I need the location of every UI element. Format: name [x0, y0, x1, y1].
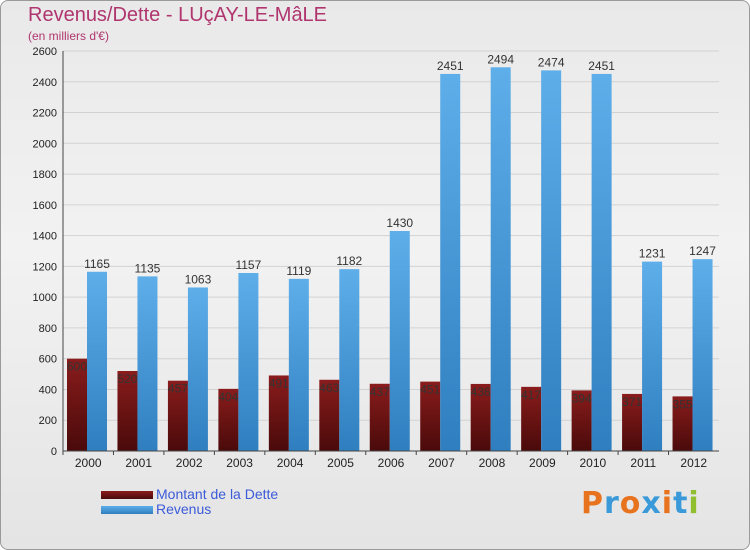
- revenue-value-label: 1157: [235, 258, 261, 272]
- y-tick-label: 2000: [33, 138, 57, 150]
- revenue-value-label: 1135: [135, 261, 161, 275]
- x-tick-label: 2007: [428, 456, 455, 470]
- debt-value-label: 417: [521, 388, 541, 402]
- chart-title: Revenus/Dette - LUçAY-LE-MâLE: [28, 4, 328, 26]
- debt-bar: [420, 381, 441, 451]
- y-tick-label: 1600: [33, 200, 57, 212]
- revenue-bar: [490, 67, 511, 452]
- x-tick-label: 2001: [125, 456, 152, 470]
- debt-value-label: 437: [370, 385, 390, 399]
- revenue-value-label: 2474: [538, 55, 565, 69]
- legend-swatch-debt: [101, 491, 153, 499]
- x-tick-label: 2010: [579, 456, 606, 470]
- debt-bar: [167, 380, 188, 451]
- debt-value-label: 436: [471, 385, 491, 399]
- revenue-bar: [238, 273, 259, 451]
- logo-letter: i: [688, 486, 700, 521]
- legend-label-debt: Montant de la Dette: [156, 486, 279, 502]
- revenue-value-label: 1119: [286, 264, 311, 278]
- y-tick-label: 0: [51, 446, 57, 458]
- debt-value-label: 394: [572, 391, 592, 405]
- revenue-bar: [692, 259, 713, 451]
- debt-value-label: 355: [673, 397, 693, 411]
- revenue-bar: [541, 70, 562, 451]
- debt-value-label: 463: [319, 381, 339, 395]
- debt-value-label: 491: [269, 376, 289, 390]
- debt-bar: [369, 383, 390, 451]
- logo-letter: t: [673, 486, 689, 521]
- x-tick-label: 2005: [327, 456, 354, 470]
- debt-value-label: 404: [218, 390, 238, 404]
- debt-value-label: 371: [622, 395, 642, 409]
- revenue-value-label: 1247: [689, 244, 716, 258]
- debt-bar: [319, 379, 340, 451]
- revenue-value-label: 1231: [639, 247, 666, 261]
- revenue-bar: [137, 276, 158, 451]
- x-tick-label: 2011: [630, 456, 656, 470]
- revenue-bar: [288, 278, 309, 451]
- logo-letter: o: [619, 486, 642, 521]
- revenue-bar: [187, 287, 208, 451]
- y-tick-label: 600: [39, 354, 57, 366]
- y-tick-label: 1400: [33, 231, 57, 243]
- y-tick-label: 200: [39, 415, 57, 427]
- debt-bar: [571, 390, 592, 451]
- revenue-bar: [642, 261, 663, 451]
- revenue-value-label: 2451: [437, 59, 464, 73]
- debt-bar: [622, 393, 643, 451]
- debt-bar: [470, 383, 491, 451]
- logo-letter: P: [581, 486, 604, 521]
- logo-letter: x: [641, 486, 662, 521]
- x-tick-label: 2009: [529, 456, 556, 470]
- revenue-bar: [389, 231, 410, 451]
- legend-label-revenue: Revenus: [156, 501, 212, 517]
- y-tick-label: 1200: [33, 261, 57, 273]
- y-tick-label: 2600: [33, 46, 57, 58]
- y-tick-label: 2200: [33, 108, 57, 120]
- legend-swatch-revenue: [101, 506, 153, 514]
- x-tick-label: 2004: [277, 456, 304, 470]
- y-tick-label: 800: [39, 323, 57, 335]
- revenue-value-label: 1430: [386, 216, 413, 230]
- y-tick-label: 2400: [33, 77, 57, 89]
- debt-value-label: 520: [117, 372, 137, 386]
- revenue-value-label: 2451: [588, 59, 615, 73]
- revenue-value-label: 1063: [185, 272, 212, 286]
- x-tick-label: 2008: [479, 456, 506, 470]
- y-tick-label: 1800: [33, 169, 57, 181]
- y-tick-label: 1000: [33, 292, 57, 304]
- logo-letter: r: [604, 486, 620, 521]
- revenue-bar: [591, 73, 612, 451]
- revenue-value-label: 1182: [336, 254, 362, 268]
- debt-value-label: 451: [420, 383, 440, 397]
- revenue-bar: [440, 73, 461, 451]
- debt-value-label: 600: [67, 360, 87, 374]
- proxiti-logo: Proxiti: [581, 486, 700, 521]
- debt-bar: [117, 371, 138, 451]
- debt-bar: [672, 396, 693, 451]
- revenue-bar: [339, 269, 360, 451]
- debt-bar: [218, 388, 239, 451]
- chart-subtitle: (en milliers d'€): [28, 29, 109, 43]
- x-tick-label: 2000: [75, 456, 102, 470]
- y-tick-label: 400: [39, 384, 57, 396]
- revenue-value-label: 1165: [84, 257, 110, 271]
- x-tick-label: 2002: [176, 456, 203, 470]
- revenue-bar: [87, 271, 107, 451]
- logo-letter: i: [661, 486, 674, 521]
- x-tick-label: 2012: [680, 456, 707, 470]
- debt-bar: [67, 358, 87, 451]
- x-tick-label: 2006: [378, 456, 405, 470]
- debt-bar: [521, 386, 542, 451]
- x-tick-label: 2003: [226, 456, 253, 470]
- debt-value-label: 457: [168, 382, 188, 396]
- debt-bar: [268, 375, 289, 451]
- revenue-value-label: 2494: [487, 52, 514, 66]
